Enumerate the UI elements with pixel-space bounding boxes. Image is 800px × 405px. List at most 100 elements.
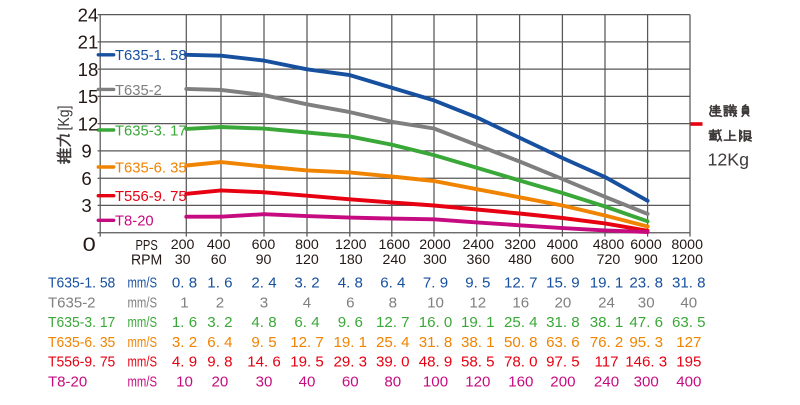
svg-text:RPM: RPM bbox=[131, 253, 162, 269]
svg-text:160: 160 bbox=[508, 373, 533, 390]
svg-text:24: 24 bbox=[78, 4, 99, 25]
svg-text:2: 2 bbox=[216, 294, 224, 311]
svg-text:T635-1. 58: T635-1. 58 bbox=[115, 48, 187, 64]
svg-text:97. 5: 97. 5 bbox=[546, 354, 580, 371]
svg-text:31. 8: 31. 8 bbox=[419, 334, 453, 351]
svg-text:12. 7: 12. 7 bbox=[376, 314, 410, 331]
svg-text:4800: 4800 bbox=[593, 237, 625, 253]
svg-text:14. 6: 14. 6 bbox=[247, 354, 281, 371]
svg-text:1200: 1200 bbox=[671, 252, 703, 268]
svg-text:12. 7: 12. 7 bbox=[290, 334, 324, 351]
svg-text:48. 9: 48. 9 bbox=[419, 354, 453, 371]
svg-text:T635-2: T635-2 bbox=[115, 83, 162, 99]
svg-text:30: 30 bbox=[256, 373, 273, 390]
svg-text:12: 12 bbox=[78, 113, 99, 134]
svg-text:4: 4 bbox=[303, 294, 311, 311]
svg-text:6: 6 bbox=[81, 168, 91, 189]
svg-text:0: 0 bbox=[83, 234, 96, 255]
svg-text:31. 8: 31. 8 bbox=[546, 314, 580, 331]
svg-text:3. 2: 3. 2 bbox=[294, 275, 319, 292]
svg-text:25. 4: 25. 4 bbox=[376, 334, 410, 351]
svg-text:3: 3 bbox=[81, 195, 91, 216]
svg-text:78. 0: 78. 0 bbox=[504, 354, 538, 371]
svg-text:3. 2: 3. 2 bbox=[172, 334, 197, 351]
svg-text:1. 6: 1. 6 bbox=[172, 314, 197, 331]
svg-text:16: 16 bbox=[512, 294, 529, 311]
svg-text:47. 6: 47. 6 bbox=[629, 314, 663, 331]
svg-text:25. 4: 25. 4 bbox=[504, 314, 538, 331]
svg-text:12. 7: 12. 7 bbox=[504, 275, 538, 292]
svg-text:15. 9: 15. 9 bbox=[546, 275, 580, 292]
svg-text:8: 8 bbox=[389, 294, 397, 311]
svg-text:3200: 3200 bbox=[504, 237, 536, 253]
svg-text:800: 800 bbox=[295, 237, 319, 253]
svg-text:mm/S: mm/S bbox=[128, 373, 158, 390]
svg-text:400: 400 bbox=[676, 373, 701, 390]
svg-text:2400: 2400 bbox=[463, 237, 495, 253]
svg-text:18: 18 bbox=[78, 59, 99, 80]
svg-text:15: 15 bbox=[78, 86, 99, 107]
svg-text:T556-9. 75: T556-9. 75 bbox=[115, 189, 187, 205]
svg-text:T635-3. 17: T635-3. 17 bbox=[115, 123, 187, 139]
svg-text:12: 12 bbox=[469, 294, 486, 311]
svg-text:120: 120 bbox=[465, 373, 490, 390]
svg-text:120: 120 bbox=[295, 252, 319, 268]
svg-text:7. 9: 7. 9 bbox=[423, 275, 448, 292]
svg-text:39. 0: 39. 0 bbox=[376, 354, 410, 371]
svg-text:30: 30 bbox=[175, 252, 191, 268]
svg-text:23. 8: 23. 8 bbox=[629, 275, 663, 292]
svg-text:180: 180 bbox=[339, 252, 363, 268]
svg-text:19. 5: 19. 5 bbox=[290, 354, 324, 371]
svg-text:63. 6: 63. 6 bbox=[546, 334, 580, 351]
svg-text:3: 3 bbox=[260, 294, 268, 311]
svg-text:9. 8: 9. 8 bbox=[207, 354, 232, 371]
svg-text:2. 4: 2. 4 bbox=[251, 275, 276, 292]
svg-text:240: 240 bbox=[594, 373, 619, 390]
svg-text:19. 1: 19. 1 bbox=[461, 314, 495, 331]
svg-text:4. 8: 4. 8 bbox=[251, 314, 276, 331]
svg-text:T635-6. 35: T635-6. 35 bbox=[48, 334, 115, 351]
svg-text:1. 6: 1. 6 bbox=[207, 275, 232, 292]
svg-text:mm/S: mm/S bbox=[128, 275, 158, 292]
svg-text:29. 3: 29. 3 bbox=[334, 354, 368, 371]
svg-text:9: 9 bbox=[81, 141, 91, 162]
svg-text:400: 400 bbox=[207, 237, 231, 253]
svg-text:T635-1. 58: T635-1. 58 bbox=[48, 275, 115, 292]
svg-text:6000: 6000 bbox=[630, 237, 662, 253]
svg-text:6: 6 bbox=[346, 294, 354, 311]
svg-text:1: 1 bbox=[180, 294, 188, 311]
svg-text:600: 600 bbox=[252, 237, 276, 253]
svg-text:40: 40 bbox=[680, 294, 697, 311]
svg-text:mm/S: mm/S bbox=[128, 294, 158, 311]
svg-text:T635-6. 35: T635-6. 35 bbox=[115, 160, 187, 176]
svg-text:31. 8: 31. 8 bbox=[672, 275, 706, 292]
svg-text:16. 0: 16. 0 bbox=[419, 314, 453, 331]
svg-text:6. 4: 6. 4 bbox=[380, 275, 405, 292]
svg-text:100: 100 bbox=[423, 373, 448, 390]
svg-text:90: 90 bbox=[256, 252, 272, 268]
svg-text:360: 360 bbox=[466, 252, 490, 268]
svg-text:58. 5: 58. 5 bbox=[461, 354, 495, 371]
svg-text:4. 8: 4. 8 bbox=[338, 275, 363, 292]
svg-text:2000: 2000 bbox=[419, 237, 451, 253]
svg-text:900: 900 bbox=[634, 252, 658, 268]
svg-text:20: 20 bbox=[212, 373, 229, 390]
svg-text:10: 10 bbox=[427, 294, 444, 311]
svg-text:195: 195 bbox=[676, 354, 701, 371]
svg-text:T8-20: T8-20 bbox=[115, 214, 154, 230]
svg-text:24: 24 bbox=[598, 294, 615, 311]
svg-text:30: 30 bbox=[638, 294, 655, 311]
svg-text:9. 6: 9. 6 bbox=[338, 314, 363, 331]
svg-text:38. 1: 38. 1 bbox=[461, 334, 495, 351]
svg-text:76. 2: 76. 2 bbox=[590, 334, 624, 351]
svg-text:200: 200 bbox=[550, 373, 575, 390]
svg-text:4000: 4000 bbox=[547, 237, 579, 253]
svg-text:50. 8: 50. 8 bbox=[504, 334, 538, 351]
svg-text:mm/S: mm/S bbox=[128, 314, 158, 331]
svg-text:9. 5: 9. 5 bbox=[465, 275, 490, 292]
svg-text:720: 720 bbox=[597, 252, 621, 268]
svg-text:200: 200 bbox=[171, 237, 195, 253]
svg-text:1600: 1600 bbox=[379, 237, 411, 253]
svg-text:6. 4: 6. 4 bbox=[207, 334, 232, 351]
svg-text:10: 10 bbox=[176, 373, 193, 390]
